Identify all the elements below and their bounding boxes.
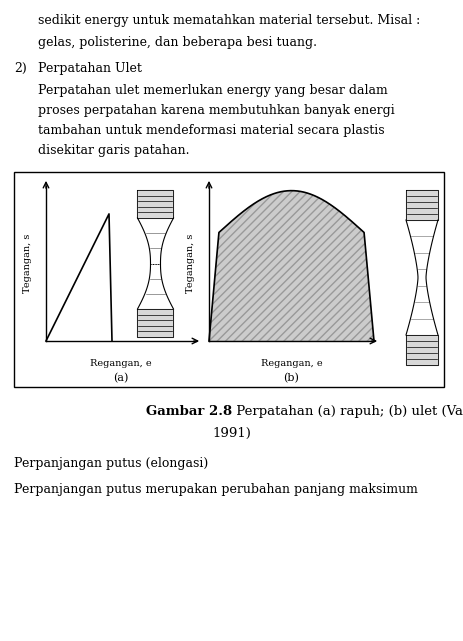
- Polygon shape: [405, 190, 437, 220]
- Text: (b): (b): [283, 373, 299, 383]
- Text: disekitar garis patahan.: disekitar garis patahan.: [38, 144, 189, 157]
- Text: Tegangan, s: Tegangan, s: [24, 234, 32, 293]
- Text: Perpatahan (a) rapuh; (b) ulet (Van Vlack,: Perpatahan (a) rapuh; (b) ulet (Van Vlac…: [232, 405, 463, 418]
- Text: (a): (a): [113, 373, 128, 383]
- Text: Tegangan, s: Tegangan, s: [186, 234, 195, 293]
- Text: tambahan untuk mendeformasi material secara plastis: tambahan untuk mendeformasi material sec…: [38, 124, 384, 137]
- Text: Perpanjangan putus merupakan perubahan panjang maksimum: Perpanjangan putus merupakan perubahan p…: [14, 483, 417, 496]
- Text: gelas, polisterine, dan beberapa besi tuang.: gelas, polisterine, dan beberapa besi tu…: [38, 36, 316, 49]
- Text: Regangan, e: Regangan, e: [90, 359, 151, 368]
- Text: Gambar 2.8: Gambar 2.8: [145, 405, 232, 418]
- Text: Perpatahan Ulet: Perpatahan Ulet: [38, 62, 142, 75]
- Text: 1991): 1991): [212, 427, 251, 440]
- Text: 2): 2): [14, 62, 27, 75]
- Text: Regangan, e: Regangan, e: [260, 359, 322, 368]
- Text: Perpanjangan putus (elongasi): Perpanjangan putus (elongasi): [14, 457, 208, 470]
- Polygon shape: [405, 335, 437, 365]
- Text: Perpatahan ulet memerlukan energy yang besar dalam: Perpatahan ulet memerlukan energy yang b…: [38, 84, 387, 97]
- Polygon shape: [208, 190, 373, 341]
- Bar: [14, 172, 443, 387]
- Polygon shape: [137, 190, 173, 218]
- Polygon shape: [137, 309, 173, 337]
- Text: sedikit energy untuk mematahkan material tersebut. Misal :: sedikit energy untuk mematahkan material…: [38, 14, 419, 27]
- Text: proses perpatahan karena membutuhkan banyak energi: proses perpatahan karena membutuhkan ban…: [38, 104, 394, 117]
